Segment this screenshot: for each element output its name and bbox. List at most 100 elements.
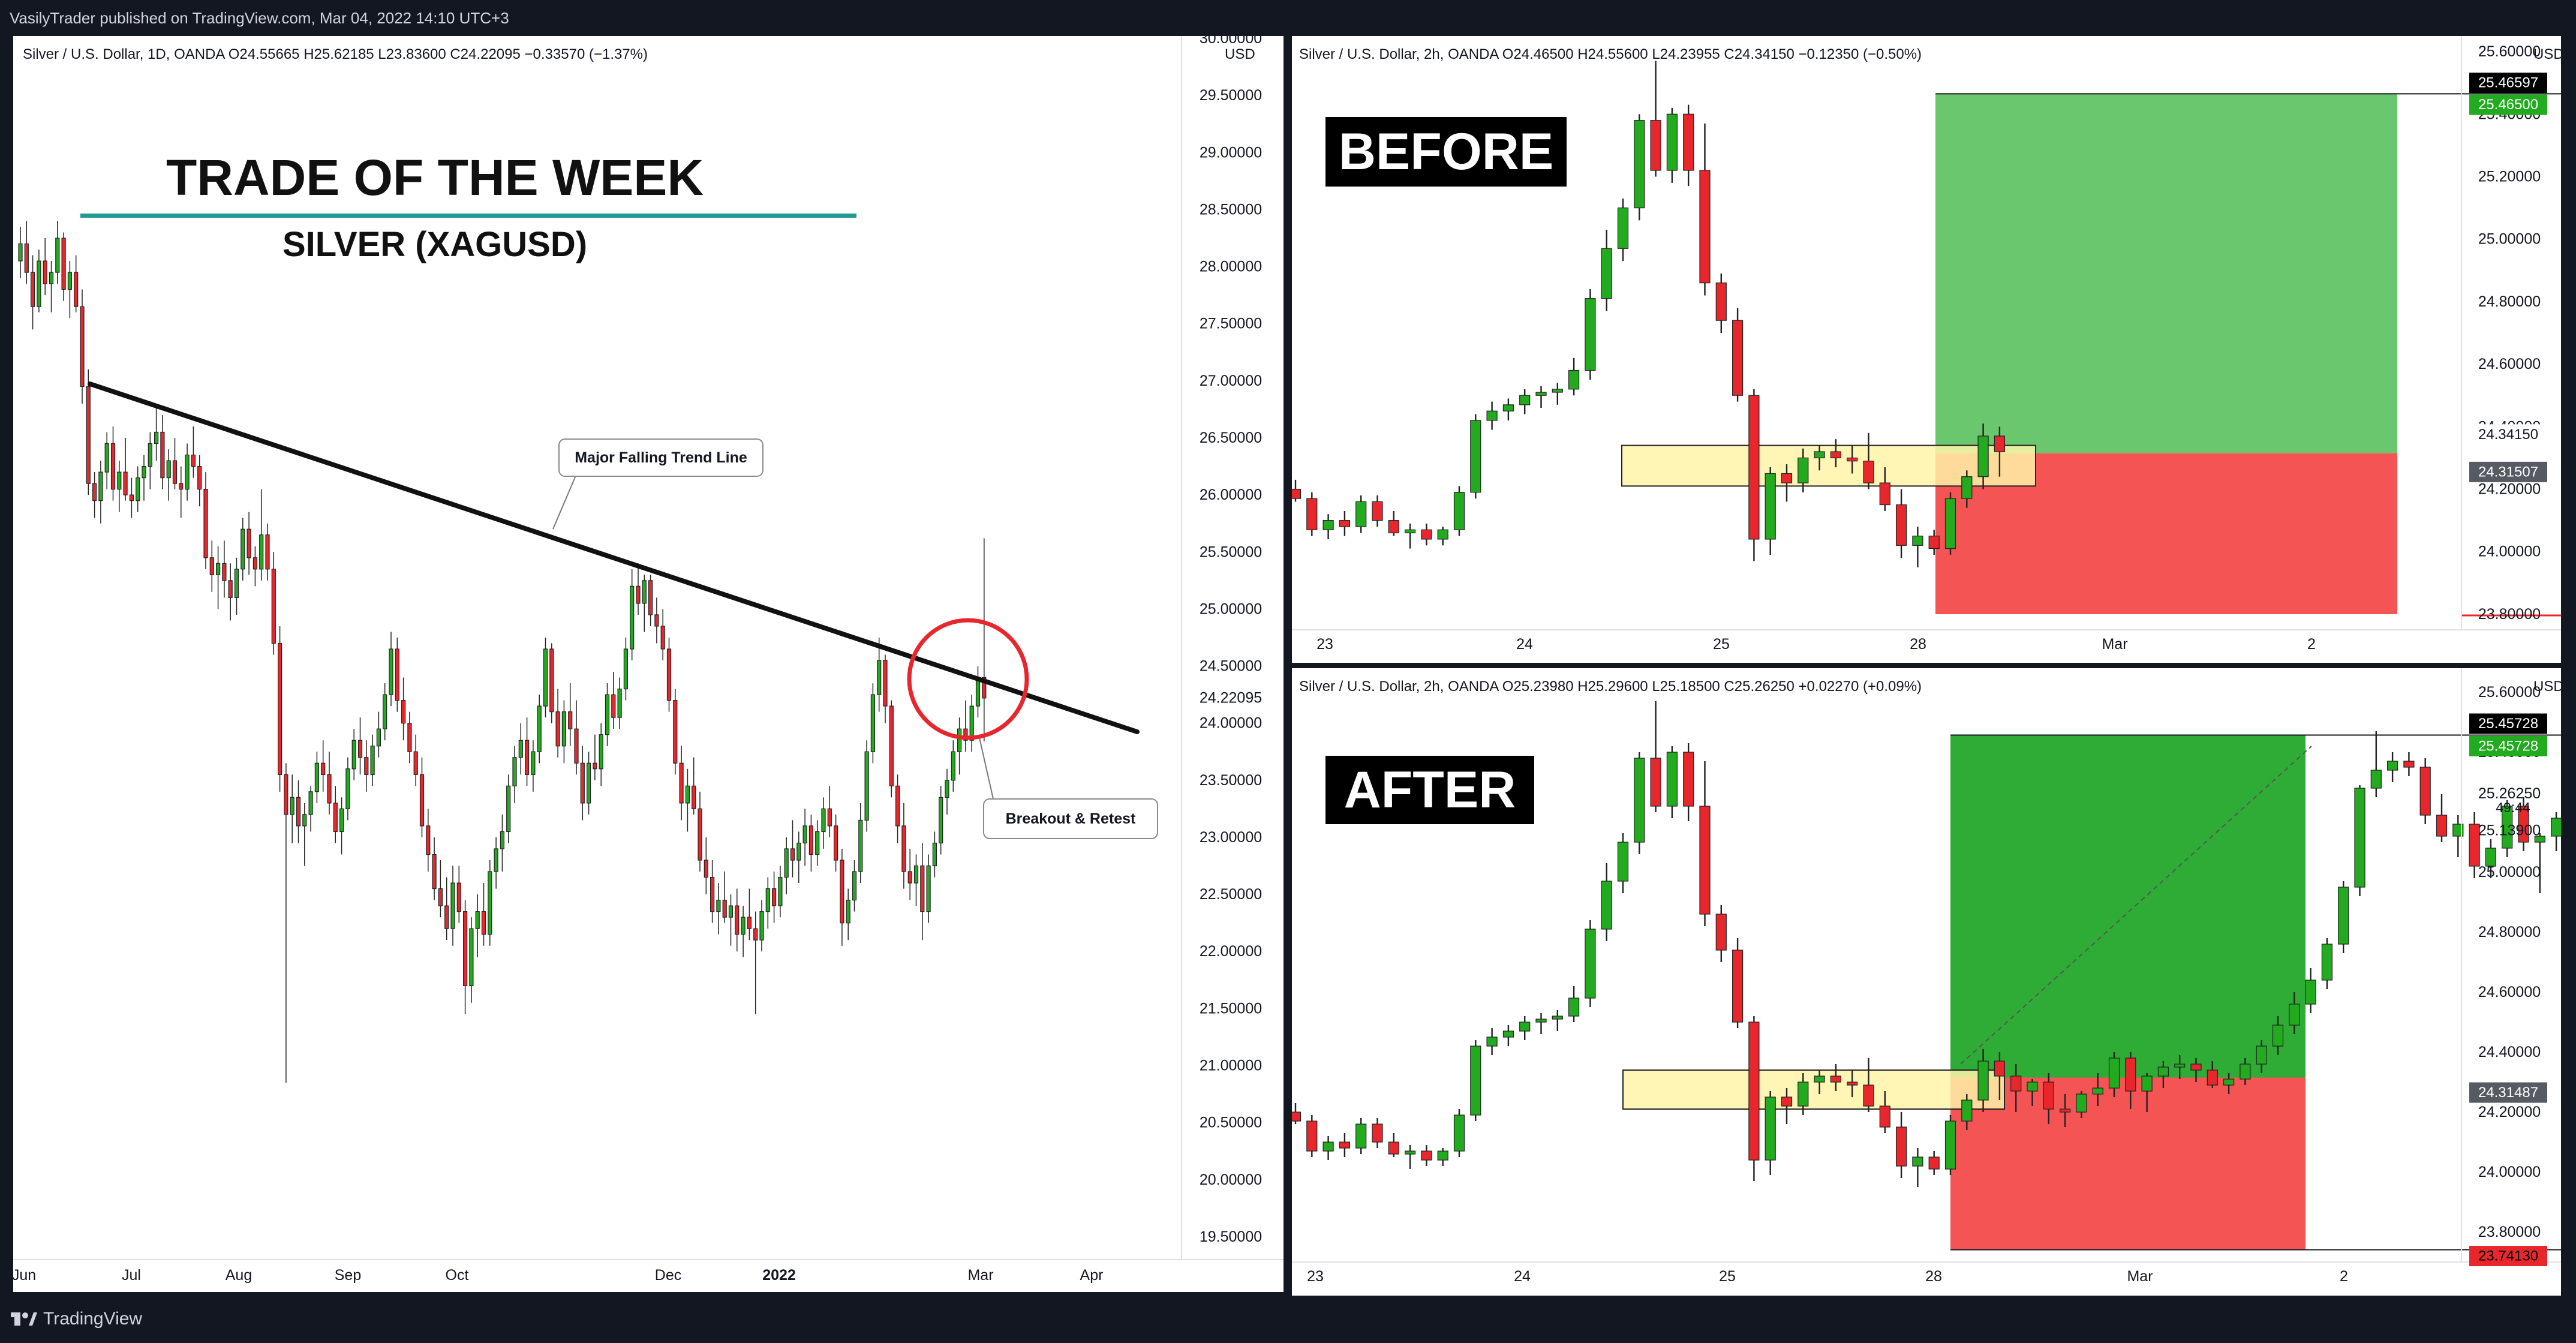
after-candle [1486,1028,1498,1055]
after-candle [2305,968,2316,1013]
before-support-zone[interactable] [1621,444,2036,487]
trend-label-box [558,438,764,477]
main-candle [92,472,97,518]
main-candle [191,426,196,478]
after-candle [1585,920,1596,1007]
after-candle [2157,1061,2169,1088]
after-price-label: 23.80000 [2478,1224,2541,1240]
tradingview-logo-icon [11,1312,37,1326]
main-candle [858,803,863,884]
svg-text:24.31507: 24.31507 [2478,464,2538,480]
main-time-axis[interactable]: Jun Jul Aug Sep Oct Dec 2022 Mar Apr [13,1267,1103,1284]
after-price-axis[interactable]: 25.6000025.4000025.2625025.1390025.00000… [2478,684,2541,1240]
after-currency-label: USD [2533,678,2561,695]
after-time-axis[interactable]: 23 24 25 28 Mar 2 [1307,1268,2348,1285]
after-candle [1814,1070,1825,1094]
before-chart-panel[interactable]: Silver / U.S. Dollar, 2h, OANDA O24.4650… [1292,36,2561,663]
after-support-zone[interactable] [1622,1069,2005,1110]
before-price-tag: 24.34150 [2469,424,2547,445]
after-candle [2272,1016,2284,1055]
main-candle [494,837,498,889]
main-candle [327,752,332,815]
main-candle [945,768,949,815]
after-profit-zone[interactable] [1950,735,2306,1078]
before-time-axis[interactable]: 23 24 25 28 Mar 2 [1316,636,2316,653]
before-position-tool[interactable] [1621,93,2561,617]
after-candle [1535,1013,1547,1034]
main-candle [889,700,894,798]
after-chart-panel[interactable]: Silver / U.S. Dollar, 2h, OANDA O25.2398… [1292,668,2561,1296]
main-candle [55,221,60,284]
after-position-tool[interactable] [1622,734,2561,1251]
before-profit-zone[interactable] [1935,94,2397,453]
after-candle [1715,905,1727,962]
svg-text:25.45728: 25.45728 [2478,716,2538,732]
main-candle [234,557,239,615]
publisher-line: VasilyTrader published on TradingView.co… [10,9,509,27]
after-candle [1699,761,1711,926]
main-price-label: 23.00000 [1200,829,1262,846]
before-price-label: 25.00000 [2478,231,2541,248]
after-candle [2386,752,2398,782]
main-price-label: 20.00000 [1200,1171,1262,1188]
before-candle [1928,530,1940,555]
main-candle [389,632,393,707]
before-candle [1634,114,1645,221]
before-candle [1961,470,1973,508]
main-currency-label: USD [1225,46,1255,62]
main-candle [383,683,387,741]
main-candle [673,689,678,775]
main-candle [506,774,511,843]
main-candle [333,786,338,843]
after-candle [1292,1103,1301,1124]
before-candle [1683,104,1694,187]
after-candle [1830,1064,1842,1091]
main-candle [166,449,171,501]
main-price-axis[interactable]: 30.00000 29.50000 29.00000 28.50000 28.00000… [1200,36,1262,1245]
before-price-axis[interactable]: 25.6000025.4000025.2000025.0000024.80000… [2478,43,2541,623]
main-candle [543,637,548,718]
before-candle [1322,514,1334,539]
before-candle [1650,61,1661,177]
after-candle [2108,1052,2120,1097]
before-price-label: 24.00000 [2478,543,2541,560]
main-chart-panel[interactable]: Silver / U.S. Dollar, 1D, OANDA O24.5566… [13,36,1284,1292]
after-candles [1292,701,2561,1187]
main-price-label: 26.00000 [1200,486,1262,503]
after-candle [2534,833,2545,893]
main-candles [18,221,987,1083]
svg-text:23.74130: 23.74130 [2478,1248,2538,1264]
falling-trend-line[interactable] [88,381,1140,734]
main-candle [339,797,344,855]
main-candle [580,746,585,821]
after-candle [1732,938,1744,1028]
after-candle [2485,839,2497,878]
main-price-label: 25.00000 [1200,600,1262,617]
main-candle [456,866,461,923]
after-candle [2027,1079,2038,1106]
main-candle [438,860,443,918]
after-candle [1453,1109,1465,1157]
after-candle [2223,1073,2235,1094]
main-time-label: Apr [1080,1267,1104,1284]
main-candle [636,563,641,615]
main-candle [599,723,603,786]
after-candle [1781,1088,1793,1124]
main-candle [815,820,820,866]
before-candle [1879,467,1890,511]
main-candle [129,477,134,518]
main-candle [648,575,653,626]
after-candle [1601,863,1612,941]
main-candle [351,729,356,780]
after-candle [2190,1058,2202,1082]
before-price-label: 24.60000 [2478,356,2541,372]
after-candle [2125,1052,2136,1109]
before-candle [1453,486,1465,536]
before-candle [1895,489,1907,558]
tradingview-logo[interactable]: TradingView [11,1306,142,1332]
main-candle [704,837,708,895]
main-candle [302,803,307,866]
after-loss-zone[interactable] [1950,1077,2306,1250]
after-candle [2256,1040,2267,1073]
before-price-label: 25.60000 [2478,43,2541,60]
